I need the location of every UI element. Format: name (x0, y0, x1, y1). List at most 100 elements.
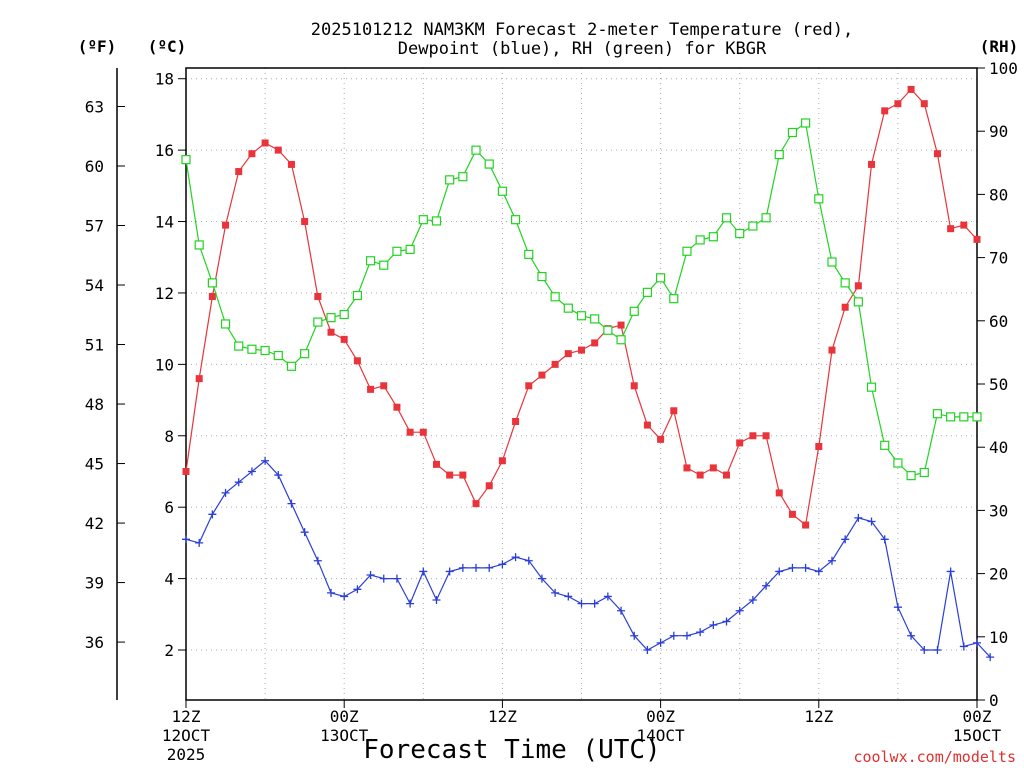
temperature-point (353, 357, 361, 365)
rh-point (695, 235, 705, 245)
temperature-point (578, 346, 585, 354)
x-tick-date-label: 15OCT (953, 726, 1002, 745)
dewpoint-point (762, 581, 771, 590)
rh-point (735, 228, 745, 239)
dewpoint-point (801, 563, 810, 572)
dewpoint-point (234, 478, 243, 487)
temperature-point (274, 146, 282, 154)
dewpoint-point (406, 599, 415, 608)
dewpoint-point (379, 574, 388, 583)
dewpoint-point (313, 556, 322, 565)
temperature-point (380, 382, 388, 390)
fahrenheit-tick-label: 39 (85, 574, 104, 593)
rh-point (273, 350, 283, 361)
rh-point (510, 215, 521, 225)
temperature-point (723, 471, 731, 479)
rh-point (642, 287, 653, 297)
temperature-point (301, 218, 309, 226)
x-tick-date-label: 12OCT (162, 726, 211, 745)
dewpoint-point (274, 471, 283, 480)
dewpoint-point (709, 621, 718, 630)
x-tick-label: 12Z (488, 707, 517, 726)
rh-point (339, 309, 349, 320)
rh-point (919, 467, 929, 478)
rh-point (866, 382, 877, 392)
rh-point (471, 145, 481, 155)
credit-text: coolwx.com/modelts (853, 748, 1016, 766)
temperature-point (208, 293, 216, 301)
dewpoint-point (472, 563, 481, 572)
data-series (181, 85, 995, 662)
dewpoint-point (880, 535, 889, 544)
celsius-unit-label: (ºC) (148, 37, 187, 56)
temperature-point (419, 428, 427, 436)
temperature-point (920, 100, 928, 108)
temperature-point (709, 464, 717, 472)
dewpoint-point (590, 599, 599, 608)
rh-point (458, 172, 468, 182)
rh-point (445, 175, 455, 185)
rh-tick-label: 70 (989, 249, 1008, 268)
dewpoint-point (907, 631, 916, 640)
dewpoint-point (247, 467, 256, 476)
dewpoint-point (221, 488, 230, 497)
rh-point (484, 159, 494, 169)
rh-point (418, 215, 428, 225)
rh-point (932, 409, 943, 419)
temperature-point (775, 489, 783, 497)
dewpoint-point (814, 567, 823, 576)
temperature-point (907, 85, 915, 93)
gridlines (186, 68, 977, 700)
dewpoint-point (696, 628, 705, 637)
fahrenheit-tick-label: 45 (85, 455, 104, 474)
temperature-point (564, 350, 572, 358)
rh-point (880, 440, 890, 450)
rh-tick-label: 100 (989, 59, 1018, 78)
temperature-point (591, 339, 599, 347)
temperature-point (683, 464, 691, 472)
fahrenheit-unit-label: (ºF) (78, 37, 117, 56)
dewpoint-point (735, 606, 744, 615)
rh-point (682, 246, 692, 256)
dewpoint-point (353, 585, 362, 594)
dewpoint-point (287, 499, 296, 508)
dewpoint-point (537, 574, 546, 583)
temperature-point (287, 160, 295, 168)
x-tick-date-label: 13OCT (320, 726, 369, 745)
rh-point (220, 319, 231, 329)
dewpoint-point (498, 560, 507, 569)
dewpoint-point (182, 535, 190, 544)
dewpoint-line (185, 459, 991, 658)
temperature-point (512, 417, 520, 425)
dewpoint-point (682, 631, 691, 640)
temperature-point (367, 385, 375, 393)
dewpoint-point (485, 563, 494, 572)
celsius-tick-label: 10 (155, 355, 174, 374)
fahrenheit-tick-label: 60 (85, 157, 104, 176)
celsius-tick-label: 16 (155, 141, 174, 160)
fahrenheit-tick-label: 51 (85, 336, 104, 355)
rh-point (853, 297, 863, 307)
x-tick-label: 00Z (963, 707, 992, 726)
temperature-point (498, 457, 506, 465)
dewpoint-point (551, 588, 560, 597)
rh-point (959, 412, 969, 422)
temperature-point (248, 150, 256, 158)
temperature-point (841, 303, 849, 311)
rh-point (405, 244, 415, 254)
rh-tick-label: 60 (989, 312, 1008, 331)
temperature-point (657, 435, 665, 443)
dewpoint-point (630, 631, 639, 640)
rh-point (669, 294, 679, 304)
temperature-point (696, 471, 704, 479)
rh-point (906, 471, 916, 481)
rh-point (524, 249, 534, 260)
rh-tick-label: 20 (989, 565, 1008, 584)
temperature-point (749, 432, 757, 440)
temperature-point (960, 221, 968, 229)
dewpoint-point (340, 592, 349, 601)
temperature-point (788, 510, 796, 518)
rh-tick-label: 90 (989, 122, 1008, 141)
rh-point (194, 240, 204, 250)
